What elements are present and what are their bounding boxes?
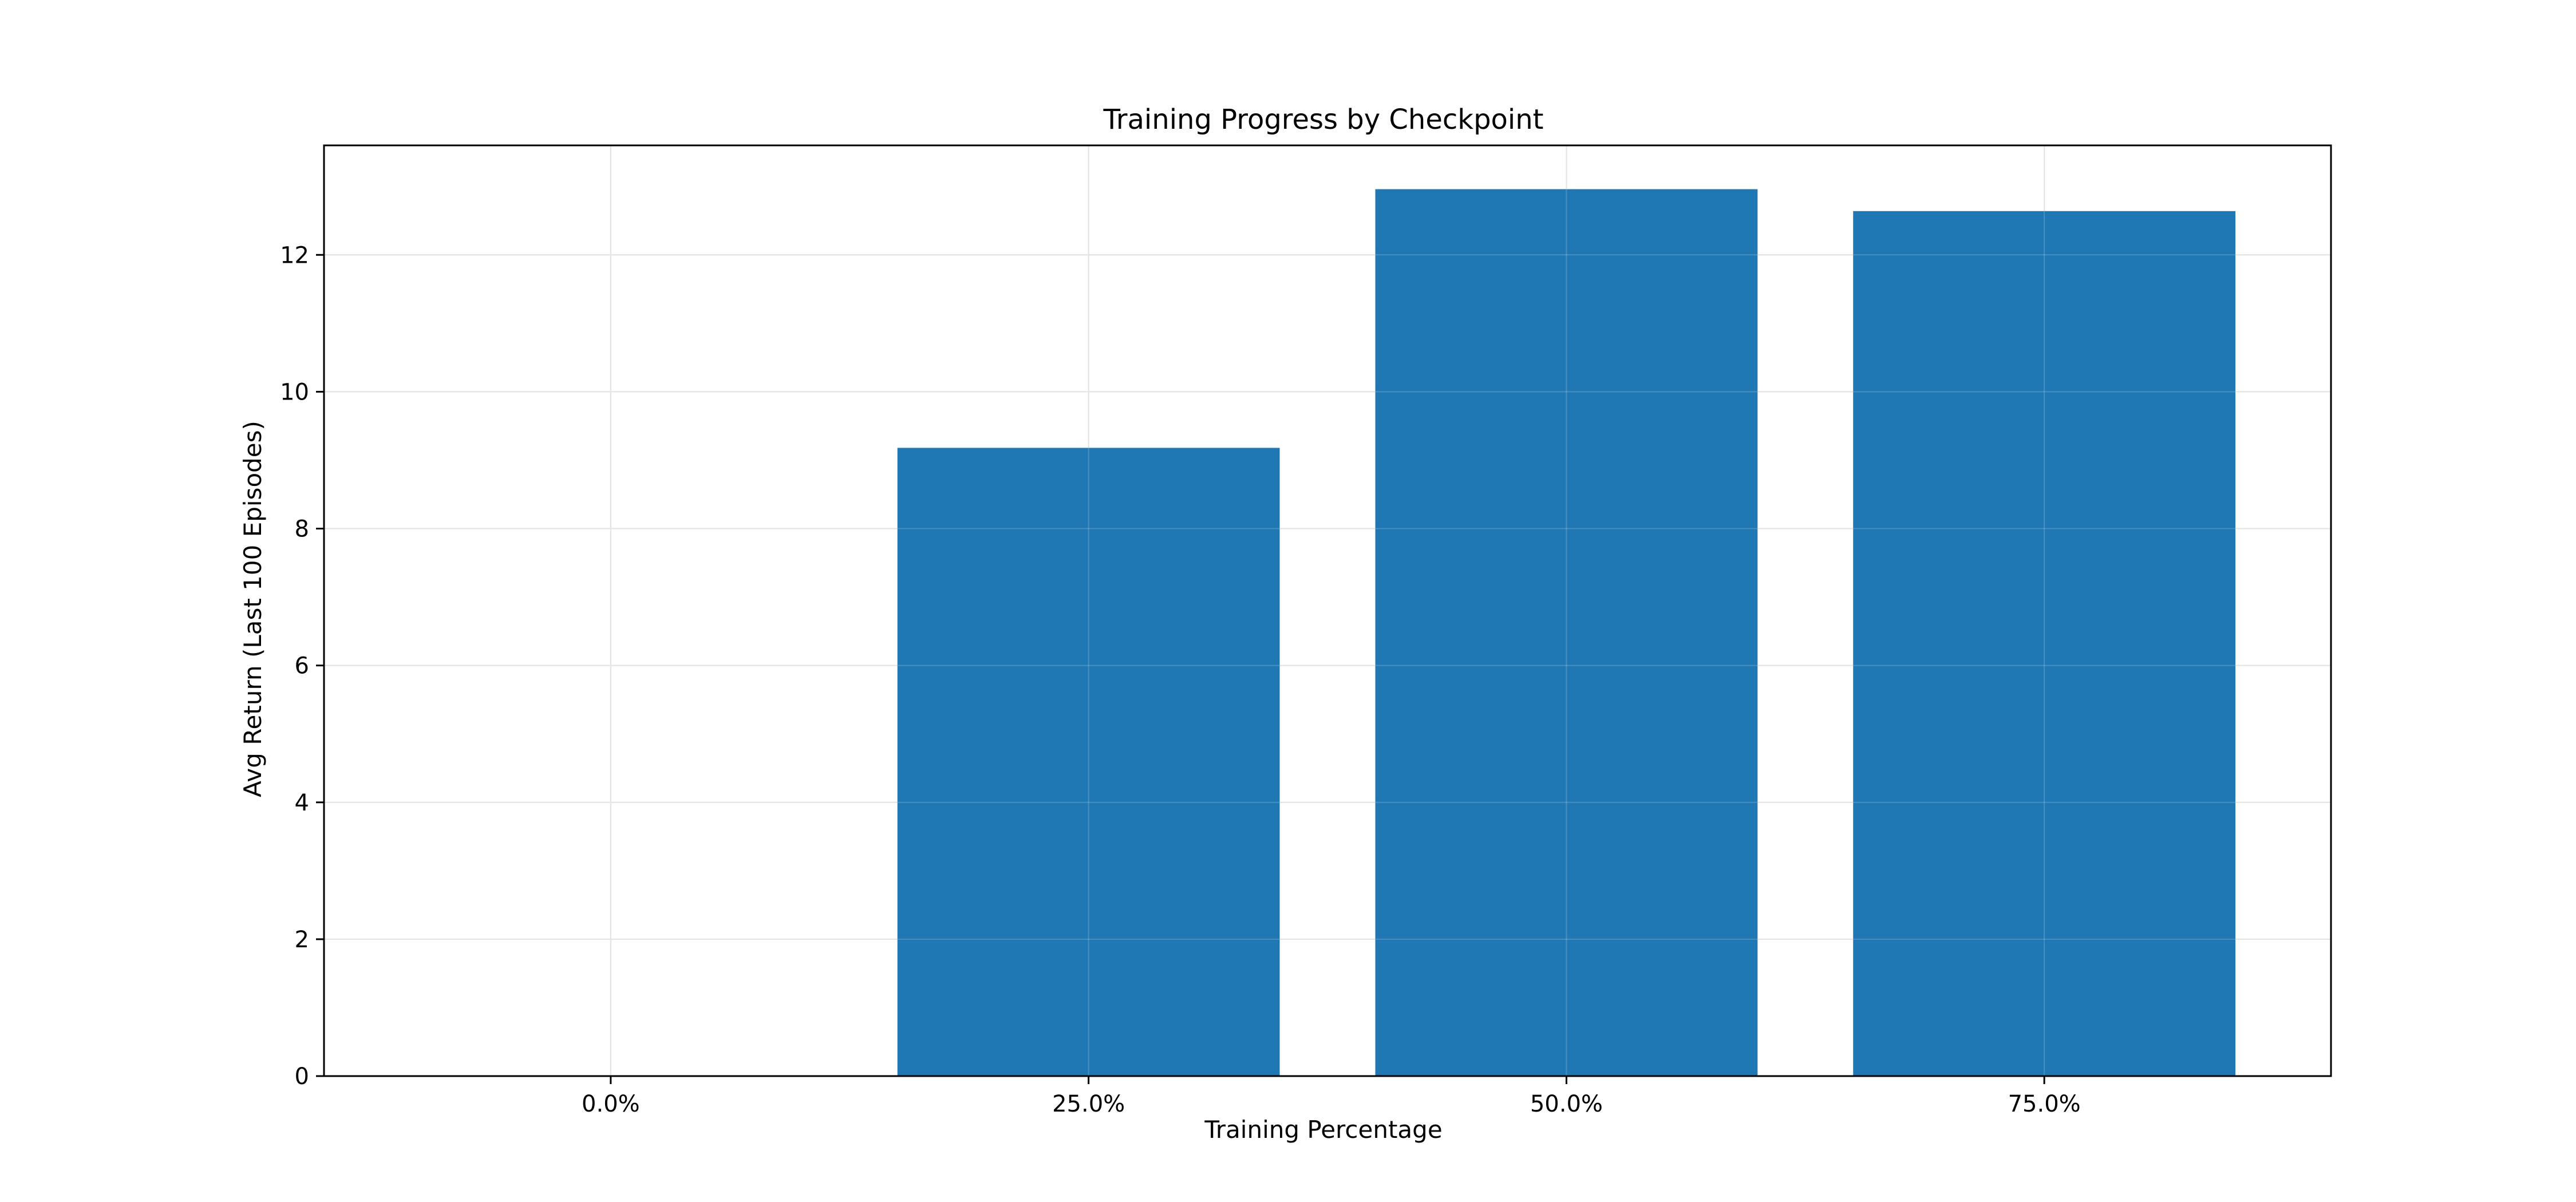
bar-1 [897, 448, 1280, 1077]
axis-ticks: 0 2 4 6 8 10 12 0.0% 25.0% 50.0% 75.0% [280, 242, 2081, 1117]
y-tick-label: 10 [280, 379, 309, 405]
y-tick-label: 6 [295, 653, 309, 679]
y-tick-label: 2 [295, 927, 309, 953]
y-axis-label: Avg Return (Last 100 Episodes) [239, 421, 267, 797]
plot-area-frame [323, 144, 2332, 1077]
x-tick-label: 50.0% [1530, 1091, 1603, 1117]
bar-3 [1853, 211, 2236, 1076]
x-tick-label: 25.0% [1052, 1091, 1125, 1117]
bar-2 [1375, 189, 1758, 1077]
y-tick-label: 8 [295, 516, 309, 543]
y-tick-label: 0 [295, 1063, 309, 1090]
bars [897, 189, 2236, 1077]
x-axis-label: Training Percentage [1204, 1116, 1442, 1144]
chart-title: Training Progress by Checkpoint [1103, 104, 1544, 136]
y-tick-label: 4 [295, 790, 309, 816]
x-tick-label: 0.0% [582, 1091, 640, 1117]
y-tick-label: 12 [280, 242, 309, 268]
x-tick-label: 75.0% [2008, 1091, 2081, 1117]
